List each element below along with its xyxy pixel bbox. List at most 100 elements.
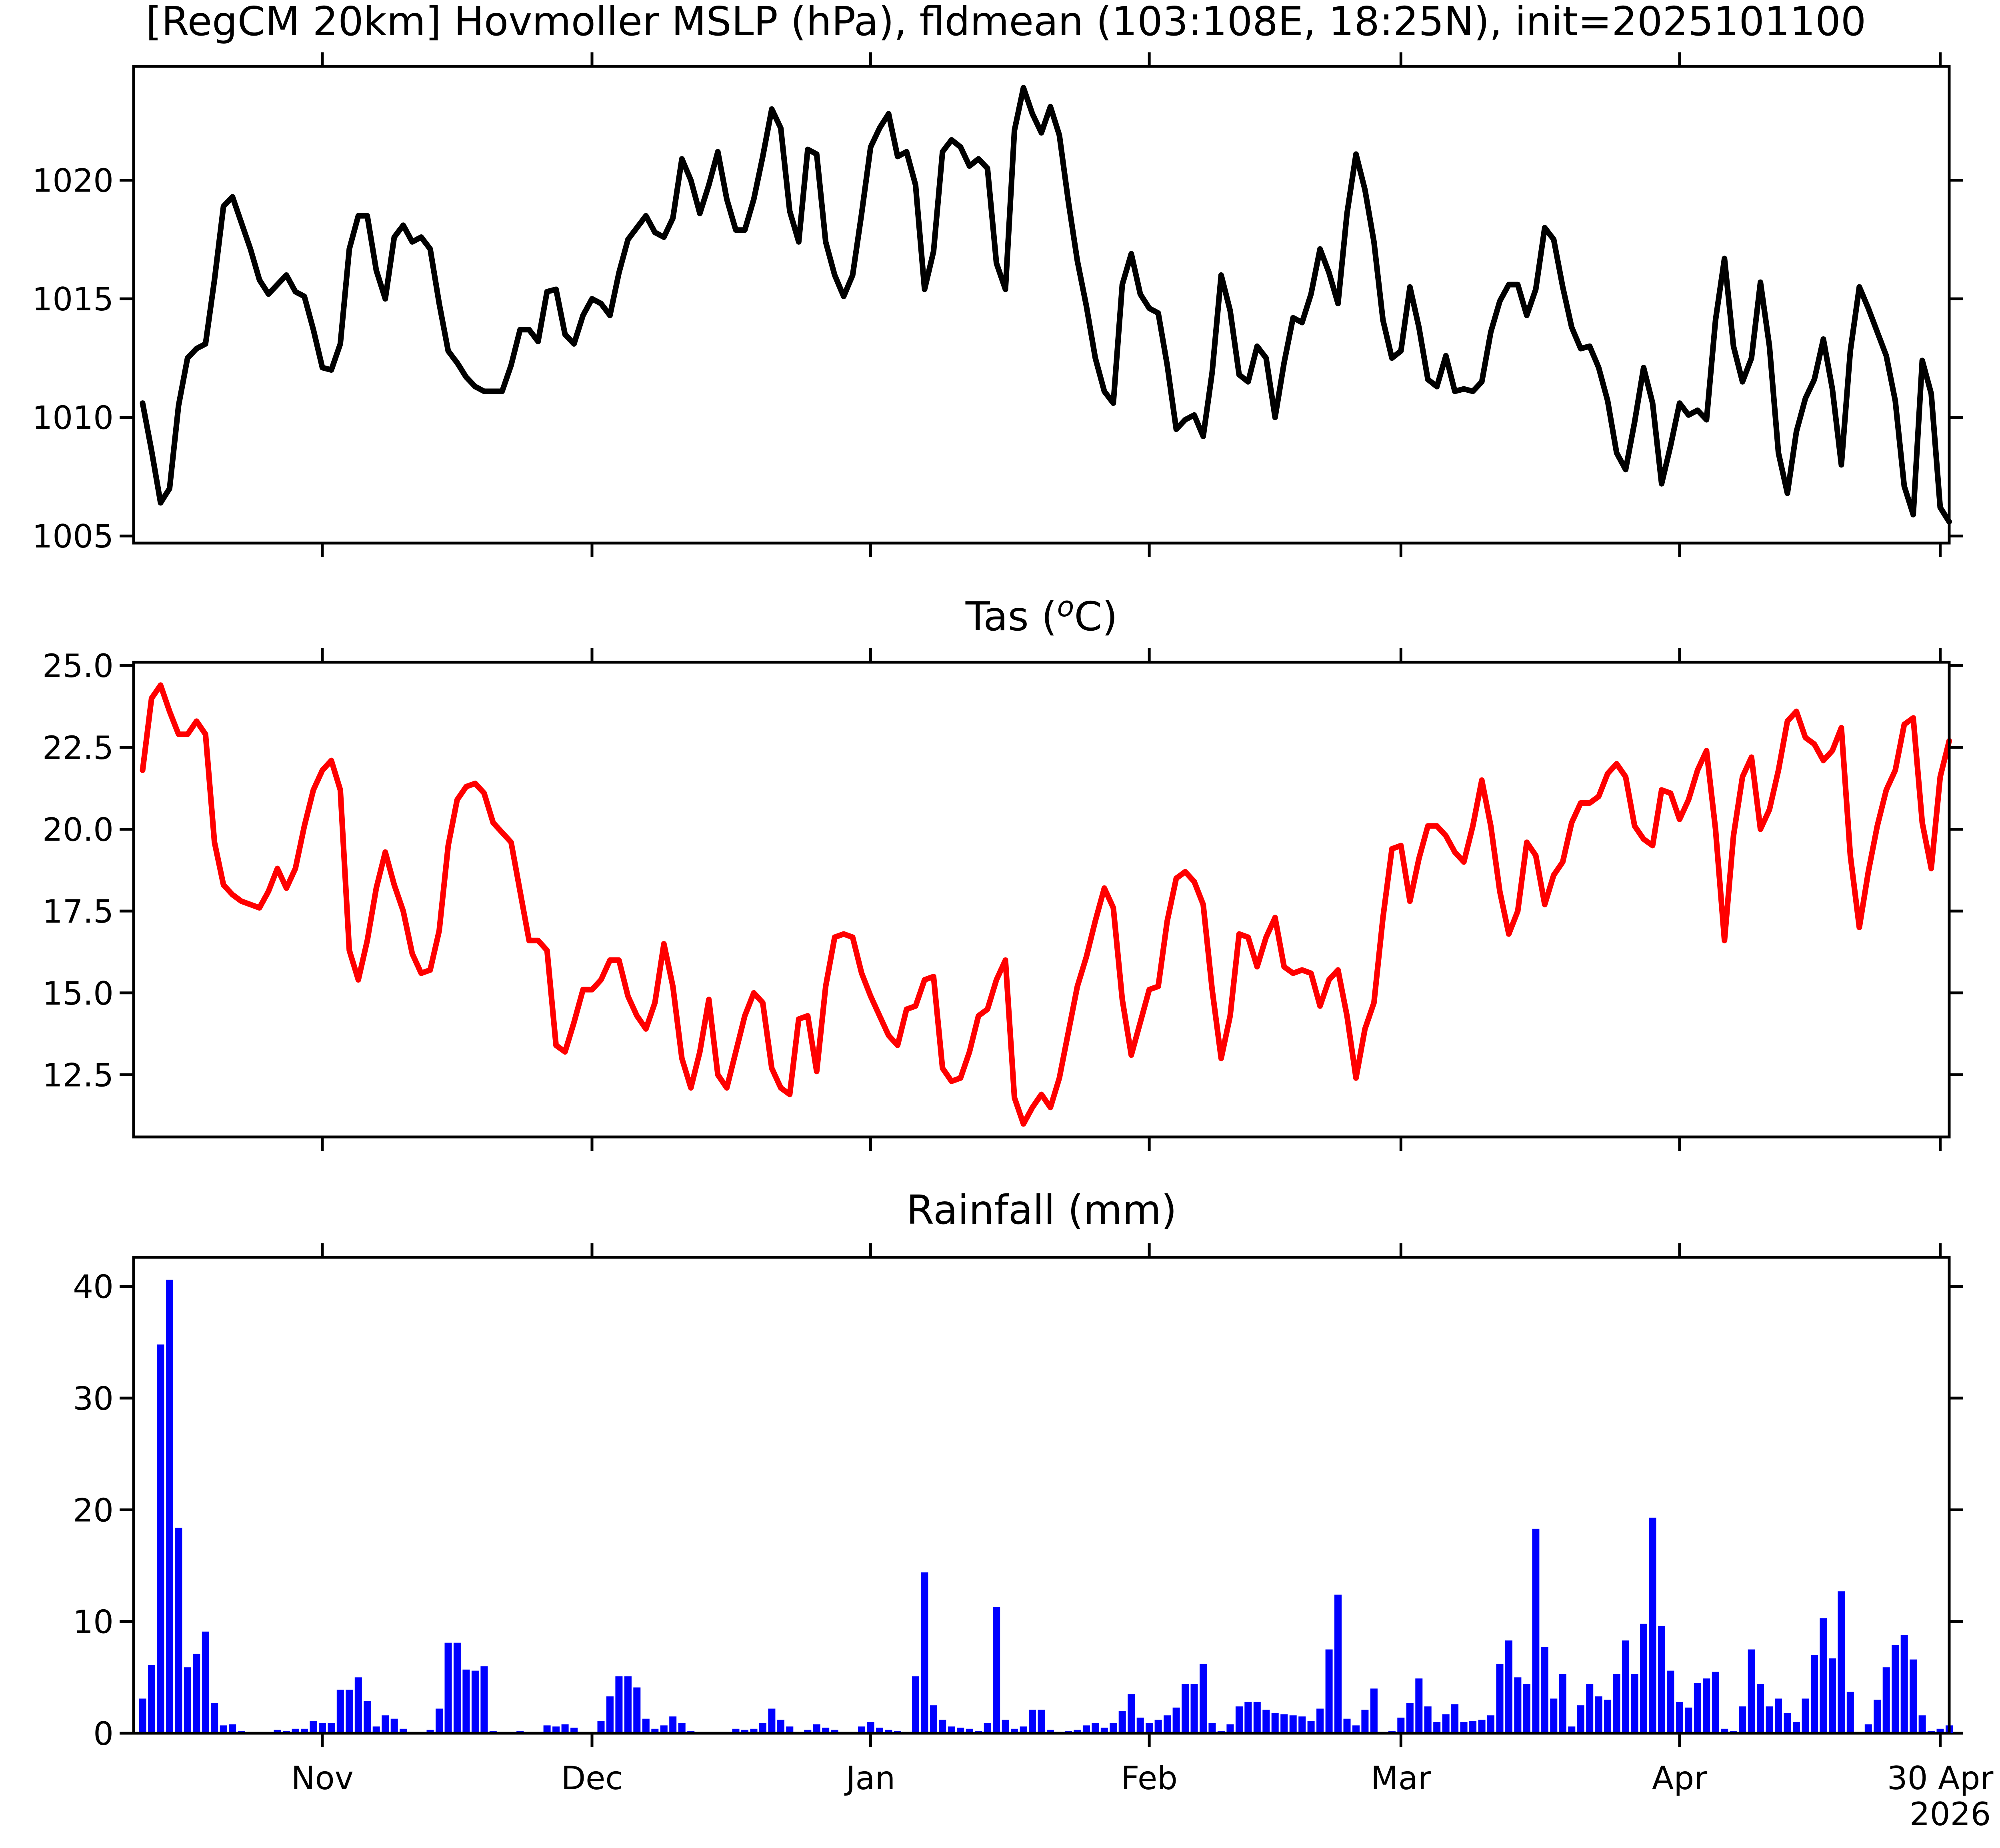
rainfall-bar <box>1568 1726 1576 1733</box>
rainfall-bar <box>1307 1721 1315 1733</box>
rainfall-bar <box>1172 1707 1180 1733</box>
rainfall-bar <box>444 1642 452 1733</box>
rainfall-bar <box>193 1654 200 1733</box>
rainfall-bar <box>336 1690 344 1733</box>
rainfall-bar <box>1918 1715 1926 1733</box>
xtick-label: Mar <box>1371 1760 1431 1797</box>
rainfall-bar <box>1370 1688 1378 1733</box>
rainfall-bar <box>1271 1713 1279 1733</box>
rainfall-bar <box>274 1730 281 1733</box>
tas-ytick-label: 12.5 <box>42 1057 114 1094</box>
rainfall-bar <box>1622 1640 1630 1733</box>
rainfall-bar <box>1811 1655 1818 1733</box>
mslp-ytick-label: 1010 <box>32 400 114 437</box>
rainfall-bar <box>346 1690 353 1733</box>
rainfall-bar <box>1343 1718 1351 1733</box>
rainfall-bar <box>1532 1528 1540 1733</box>
rainfall-bar <box>1226 1724 1234 1733</box>
rainfall-bar <box>328 1723 335 1733</box>
rainfall-bar <box>157 1344 164 1733</box>
rainfall-bar <box>354 1677 362 1733</box>
rainfall-bar <box>390 1718 398 1733</box>
tas-ytick-label: 20.0 <box>42 811 114 848</box>
rainfall-bar <box>1352 1725 1360 1733</box>
tas-ytick-label: 17.5 <box>42 893 114 930</box>
rainfall-bar <box>1029 1710 1036 1733</box>
tas-unit: C) <box>1074 593 1118 640</box>
rainfall-bar <box>1146 1723 1153 1733</box>
rainfall-bar <box>651 1728 659 1733</box>
rainfall-bar <box>1092 1723 1099 1733</box>
rainfall-bar <box>1640 1624 1647 1733</box>
rainfall-bar <box>867 1722 874 1733</box>
rainfall-bar <box>220 1725 227 1733</box>
rainfall-bar <box>966 1728 973 1733</box>
rainfall-bar <box>1667 1670 1674 1733</box>
rainfall-bar <box>1082 1725 1090 1733</box>
rainfall-bar <box>1020 1726 1027 1733</box>
mslp-ytick-label: 1005 <box>32 518 114 555</box>
rainfall-bar <box>660 1725 668 1733</box>
rainfall-bar <box>1846 1692 1854 1733</box>
rainfall-bar <box>543 1725 551 1733</box>
rainfall-bar <box>1793 1722 1800 1733</box>
rainfall-bar <box>1766 1706 1773 1733</box>
tas-ytick-label: 25.0 <box>42 647 114 685</box>
rainfall-bar <box>453 1642 461 1733</box>
rainfall-bar <box>184 1667 191 1733</box>
tas-axes-frame <box>132 661 1951 1139</box>
rainfall-bar <box>292 1728 299 1733</box>
rainfall-bar <box>948 1726 955 1733</box>
rainfall-bar <box>1011 1728 1018 1733</box>
rainfall-bar <box>786 1726 794 1733</box>
rainfall-bar <box>1316 1708 1324 1733</box>
mslp-panel: 1005 1010 1015 1020 <box>32 52 1963 557</box>
rainfall-bar <box>1047 1730 1054 1733</box>
rainfall-bar <box>615 1676 623 1733</box>
tas-panel-title: Tas (oC) <box>965 590 1118 640</box>
rainfall-axes-frame <box>132 1256 1951 1735</box>
rainfall-bar <box>606 1696 614 1733</box>
rainfall-bar <box>364 1701 371 1733</box>
rainfall-bar <box>1424 1706 1432 1733</box>
rainfall-bar <box>750 1728 758 1733</box>
xtick-label: 30 Apr <box>1887 1760 1994 1797</box>
rainfall-bar <box>175 1528 182 1733</box>
rainfall-bar <box>741 1730 748 1733</box>
rainfall-bar <box>1460 1722 1468 1733</box>
rainfall-bar <box>310 1721 317 1733</box>
rainfall-bar <box>1505 1640 1512 1733</box>
rainfall-bar <box>1577 1705 1584 1733</box>
xtick-label: Jan <box>844 1760 895 1797</box>
rainfall-bar <box>166 1279 173 1733</box>
rainfall-bar <box>1775 1698 1782 1733</box>
rainfall-ytick-label: 30 <box>73 1380 114 1417</box>
tas-ytick-label: 22.5 <box>42 729 114 767</box>
rainfall-bar <box>939 1720 946 1733</box>
rainfall-bar <box>318 1723 326 1733</box>
rainfall-bar <box>1613 1674 1620 1733</box>
xtick-label: Nov <box>291 1760 354 1797</box>
mslp-ytick-label: 1020 <box>32 162 114 200</box>
rainfall-bar <box>426 1730 434 1733</box>
rainfall-bar <box>1864 1724 1872 1733</box>
rainfall-bar <box>1406 1703 1414 1733</box>
rainfall-bar <box>1433 1722 1441 1733</box>
rainfall-bar <box>1910 1659 1917 1733</box>
rainfall-bar <box>1325 1649 1333 1733</box>
rainfall-ytick-label: 0 <box>93 1715 114 1752</box>
rainfall-bar <box>669 1716 677 1733</box>
rainfall-bar <box>930 1705 937 1733</box>
rainfall-bar <box>831 1730 838 1733</box>
rainfall-bar <box>1190 1684 1198 1733</box>
rainfall-bar <box>1128 1694 1135 1733</box>
rainfall-bar <box>1900 1635 1908 1733</box>
rainfall-bar <box>1478 1720 1486 1733</box>
rainfall-bar <box>1154 1720 1162 1733</box>
rainfall-bar <box>202 1631 209 1733</box>
rainfall-panel: Rainfall (mm) 0 10 20 30 40 Nov Dec Jan Feb Mar Ap… <box>73 1187 1993 1833</box>
xtick-label: Dec <box>561 1760 623 1797</box>
mslp-axes-frame <box>132 65 1951 545</box>
rainfall-panel-title: Rainfall (mm) <box>906 1187 1177 1233</box>
rainfall-bar <box>1397 1717 1405 1733</box>
